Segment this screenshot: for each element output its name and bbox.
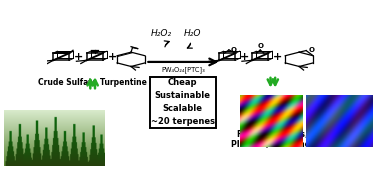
Text: H₂O: H₂O [183,29,201,38]
FancyBboxPatch shape [150,77,216,128]
Text: Crude Sulfate Turpentine: Crude Sulfate Turpentine [38,78,147,87]
Text: O: O [257,43,263,49]
Text: +: + [74,52,83,62]
Text: O: O [308,47,314,53]
Text: H₂O₂: H₂O₂ [151,29,172,38]
Text: +: + [240,52,249,62]
Text: PW₄O₂₄[PTC]₃: PW₄O₂₄[PTC]₃ [161,66,205,73]
Text: Fine Chemicals,
Plastics, Perfumes: Fine Chemicals, Plastics, Perfumes [231,130,315,149]
Text: Cheap
Sustainable
Scalable
~20 terpenes: Cheap Sustainable Scalable ~20 terpenes [151,78,215,126]
Text: +: + [273,52,282,62]
Text: O: O [230,47,236,53]
Text: +: + [108,52,117,62]
